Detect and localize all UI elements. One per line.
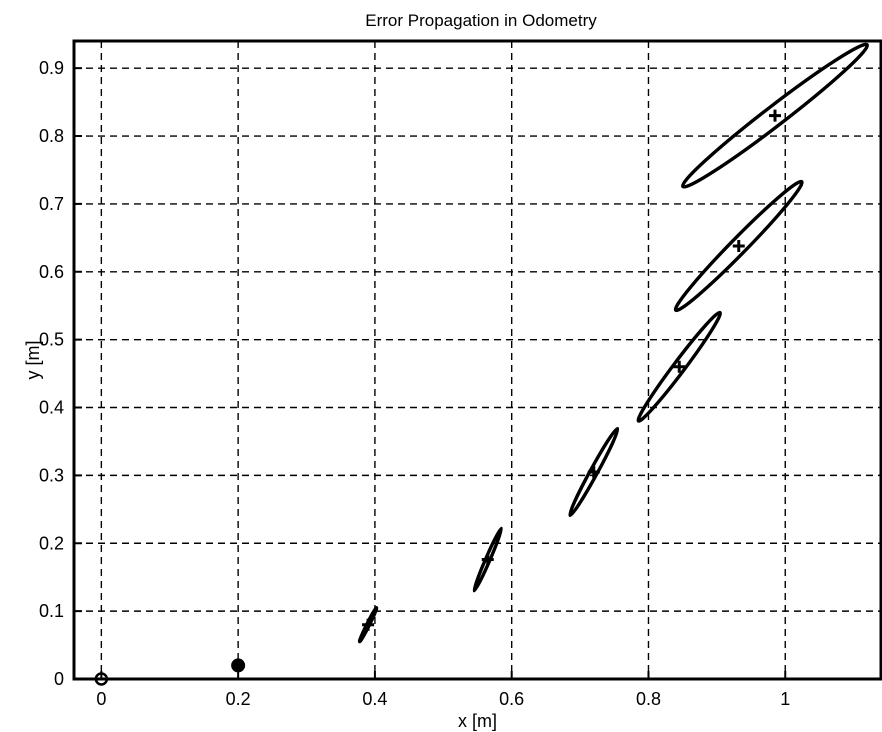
y-tick-label: 0.5: [39, 330, 64, 350]
x-axis-label: x [m]: [458, 711, 497, 731]
chart-title: Error Propagation in Odometry: [365, 11, 597, 30]
pose-plus-marker: [768, 109, 781, 122]
pose-plus-marker: [732, 239, 745, 252]
pose-plus-marker: [481, 553, 494, 566]
y-tick-label: 0.9: [39, 58, 64, 78]
y-tick-label: 0.4: [39, 398, 64, 418]
x-tick-label: 0.8: [636, 689, 661, 709]
x-axis-ticks: 0 0.2 0.4 0.6 0.8 1: [96, 671, 790, 709]
y-tick-label: 0.7: [39, 194, 64, 214]
first-pose-marker: [231, 658, 246, 673]
x-tick-label: 0.2: [226, 689, 251, 709]
pose-markers: [94, 109, 781, 686]
y-tick-label: 0.8: [39, 126, 64, 146]
x-tick-label: 1: [780, 689, 790, 709]
x-tick-label: 0.4: [362, 689, 387, 709]
y-axis-ticks: 0 0.1 0.2 0.3 0.4 0.5 0.6 0.7 0.8 0.9: [39, 58, 82, 689]
x-tick-label: 0.6: [499, 689, 524, 709]
uncertainty-ellipse: [636, 310, 722, 423]
pose-plus-marker: [587, 465, 600, 478]
plot-area-frame: [72, 39, 882, 681]
uncertainty-ellipse: [568, 426, 620, 518]
uncertainty-ellipse: [673, 179, 804, 313]
y-tick-label: 0.6: [39, 262, 64, 282]
pose-plus-marker: [673, 360, 686, 373]
y-tick-label: 0.1: [39, 601, 64, 621]
pose-plus-marker: [362, 618, 375, 631]
y-tick-label: 0.2: [39, 533, 64, 553]
y-axis-label: y [m]: [23, 341, 43, 380]
x-tick-label: 0: [96, 689, 106, 709]
uncertainty-ellipse: [680, 42, 870, 189]
y-tick-label: 0.3: [39, 465, 64, 485]
y-tick-label: 0: [54, 669, 64, 689]
